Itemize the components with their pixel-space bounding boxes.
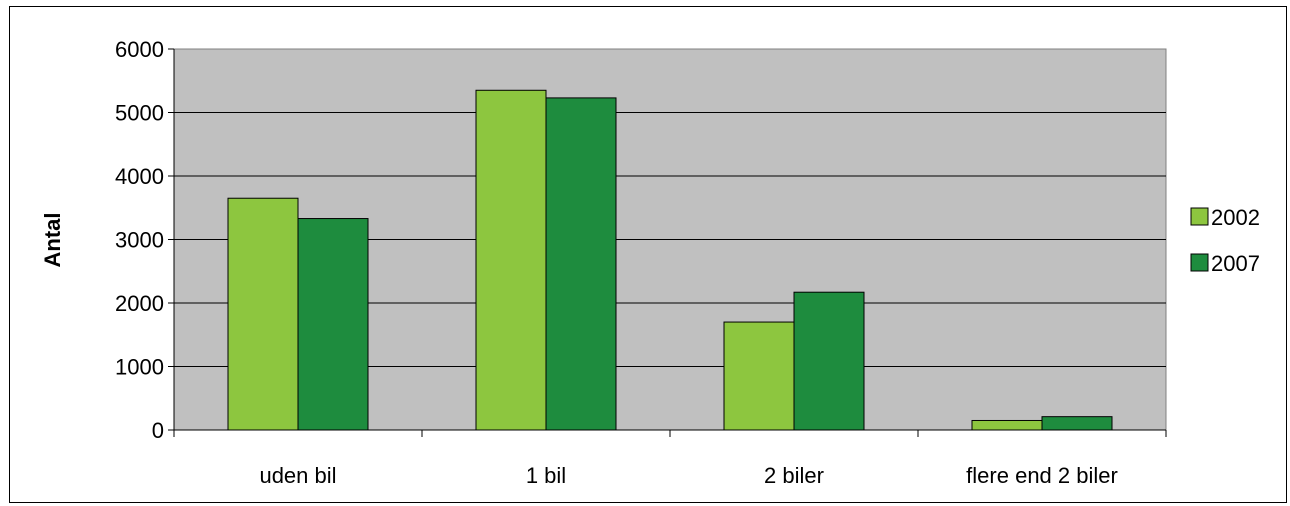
x-tick-label: uden bil: [259, 463, 336, 488]
x-axis: uden bil 1 bil 2 biler flere end 2 biler: [173, 429, 1167, 488]
x-tick-label: 1 bil: [526, 463, 566, 488]
bar-2007-2: [793, 291, 865, 431]
y-axis-title: Antal: [40, 213, 65, 268]
bars: [227, 89, 1113, 431]
y-tick-label: 4000: [115, 164, 164, 189]
bar-2002-3: [971, 419, 1043, 431]
y-tick-label: 1000: [115, 355, 164, 380]
x-tick-label: flere end 2 biler: [966, 463, 1118, 488]
bar-2007-3: [1041, 416, 1113, 431]
legend: 2002 2007: [1190, 205, 1260, 276]
y-axis: 0 1000 2000 3000 4000 5000 6000: [115, 37, 175, 443]
y-tick-label: 3000: [115, 228, 164, 253]
legend-label-2007: 2007: [1211, 251, 1260, 276]
legend-swatch-2007: [1190, 253, 1209, 272]
bar-2002-2: [723, 321, 795, 431]
bar-2007-0: [297, 218, 369, 431]
x-tick-label: 2 biler: [764, 463, 824, 488]
y-tick-label: 5000: [115, 101, 164, 126]
bar-2002-0: [227, 197, 299, 431]
legend-swatch-2002: [1190, 207, 1209, 226]
y-tick-label: 2000: [115, 291, 164, 316]
legend-label-2002: 2002: [1211, 205, 1260, 230]
y-tick-label: 6000: [115, 37, 164, 62]
bar-2007-1: [545, 97, 617, 431]
y-tick-label: 0: [152, 418, 164, 443]
bar-2002-1: [475, 89, 547, 431]
